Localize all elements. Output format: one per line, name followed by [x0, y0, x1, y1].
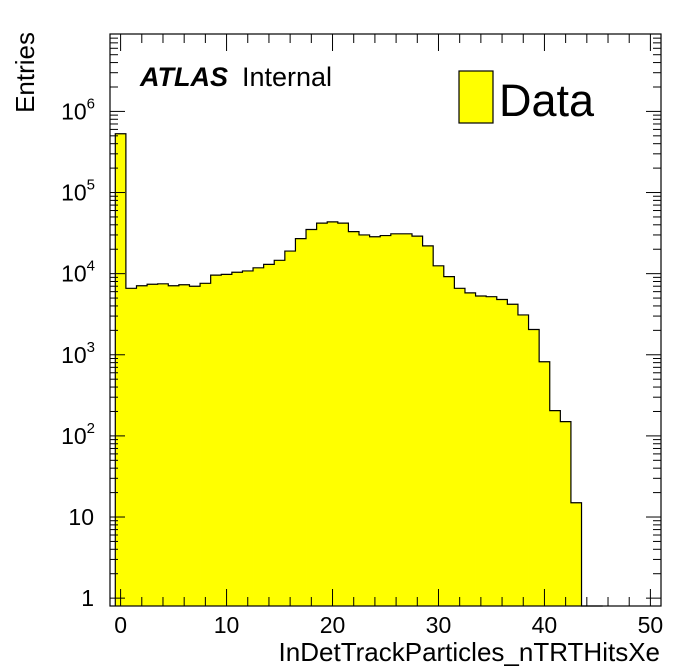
- histogram-bar: [464, 292, 476, 606]
- legend-swatch-data: [458, 70, 494, 124]
- histogram-bar: [443, 276, 455, 606]
- histogram-bar: [401, 233, 413, 607]
- atlas-label: ATLAS Internal: [139, 62, 332, 92]
- histogram-bar: [517, 314, 529, 606]
- axis-ticks: [110, 33, 661, 606]
- histogram-bar: [560, 421, 572, 606]
- y-tick-labels: 1 10 102 103 104 105 106: [61, 95, 95, 611]
- histogram-bar: [549, 410, 561, 606]
- histogram-bar: [380, 235, 392, 606]
- histogram-bar: [253, 267, 265, 606]
- x-tick-labels: 0 10 20 30 40 50: [114, 612, 663, 638]
- histogram-bar: [210, 275, 222, 606]
- y-tick-label: 104: [61, 258, 95, 287]
- x-tick-label: 20: [320, 612, 346, 638]
- histogram-bar: [348, 231, 360, 606]
- y-tick-label: 1: [81, 585, 94, 611]
- legend: Data: [458, 70, 595, 126]
- histogram-bar: [454, 288, 466, 606]
- histogram-bar: [274, 260, 286, 606]
- histogram-bar: [242, 270, 254, 606]
- internal-tag: Internal: [242, 62, 332, 92]
- legend-label-data: Data: [499, 75, 595, 126]
- histogram-bar: [359, 234, 371, 607]
- y-axis-title: Entries: [10, 32, 40, 113]
- histogram-bars: [115, 133, 582, 607]
- histogram-bar: [422, 245, 434, 607]
- histogram-outline: [114, 133, 603, 607]
- histogram-bar: [231, 272, 243, 606]
- x-tick-label: 50: [638, 612, 664, 638]
- histogram-bar: [168, 285, 180, 606]
- histogram-bar: [221, 274, 233, 606]
- histogram-bar: [263, 264, 275, 606]
- histogram-bar: [327, 221, 339, 606]
- histogram-bar: [295, 238, 307, 607]
- histogram-bar: [539, 361, 551, 606]
- histogram-bar: [316, 223, 328, 607]
- histogram-bar: [200, 283, 212, 606]
- x-tick-label: 0: [114, 612, 127, 638]
- histogram-bar: [147, 284, 159, 606]
- atlas-logo-text: ATLAS: [139, 62, 228, 92]
- histogram-bar: [337, 223, 349, 607]
- histogram-bar: [528, 329, 540, 606]
- x-tick-label: 30: [426, 612, 452, 638]
- histogram-bar: [125, 288, 137, 606]
- histogram-bar: [178, 284, 190, 606]
- histogram-bar: [306, 229, 318, 606]
- y-tick-label: 106: [61, 95, 95, 124]
- histogram-bar: [369, 236, 381, 606]
- histogram-bar: [284, 251, 296, 606]
- histogram-bar: [507, 304, 519, 606]
- histogram-bar: [136, 285, 148, 606]
- histogram-bar: [115, 133, 127, 606]
- x-tick-label: 10: [214, 612, 240, 638]
- y-tick-label: 10: [68, 504, 94, 530]
- y-tick-label: 103: [61, 339, 95, 368]
- x-tick-label: 40: [532, 612, 558, 638]
- histogram-bar: [486, 296, 498, 606]
- histogram-bar: [570, 502, 582, 606]
- histogram-bar: [496, 299, 508, 606]
- plot-frame: [109, 33, 662, 607]
- histogram-bar: [411, 236, 423, 606]
- histogram-bar: [189, 286, 201, 606]
- histogram-bar: [157, 283, 169, 606]
- histogram-bar: [475, 296, 487, 606]
- x-axis-title: InDetTrackParticles_nTRTHitsXe: [279, 637, 660, 667]
- histogram-bar: [390, 233, 402, 607]
- y-tick-label: 105: [61, 177, 95, 206]
- y-tick-label: 102: [61, 420, 95, 449]
- histogram-bar: [433, 265, 445, 606]
